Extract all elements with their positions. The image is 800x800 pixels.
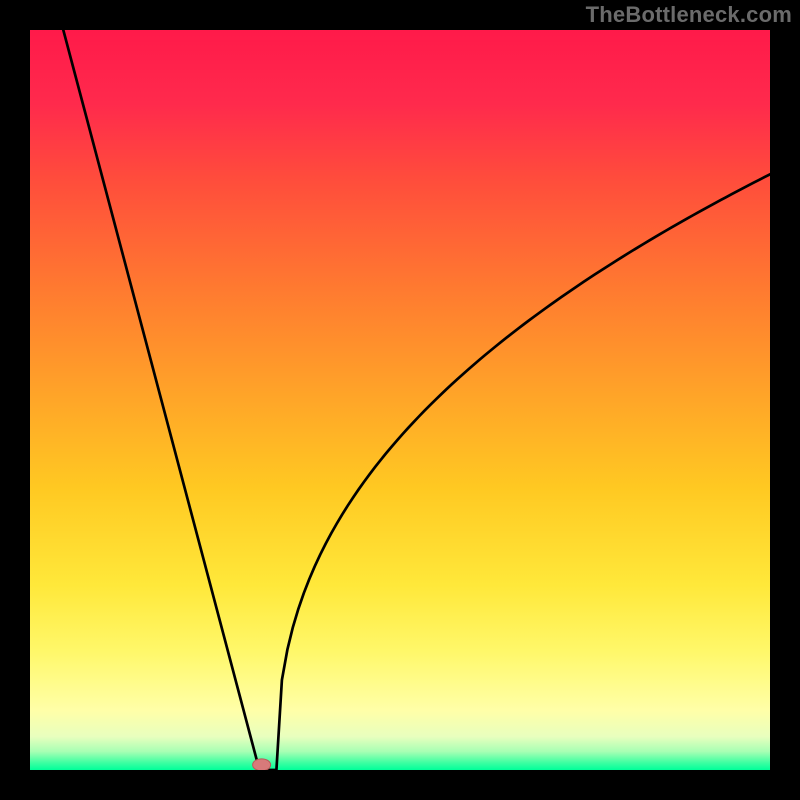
chart-background — [30, 30, 770, 770]
bottleneck-chart — [0, 0, 800, 800]
chart-canvas: TheBottleneck.com — [0, 0, 800, 800]
watermark: TheBottleneck.com — [586, 2, 792, 28]
dip-marker — [253, 759, 271, 771]
